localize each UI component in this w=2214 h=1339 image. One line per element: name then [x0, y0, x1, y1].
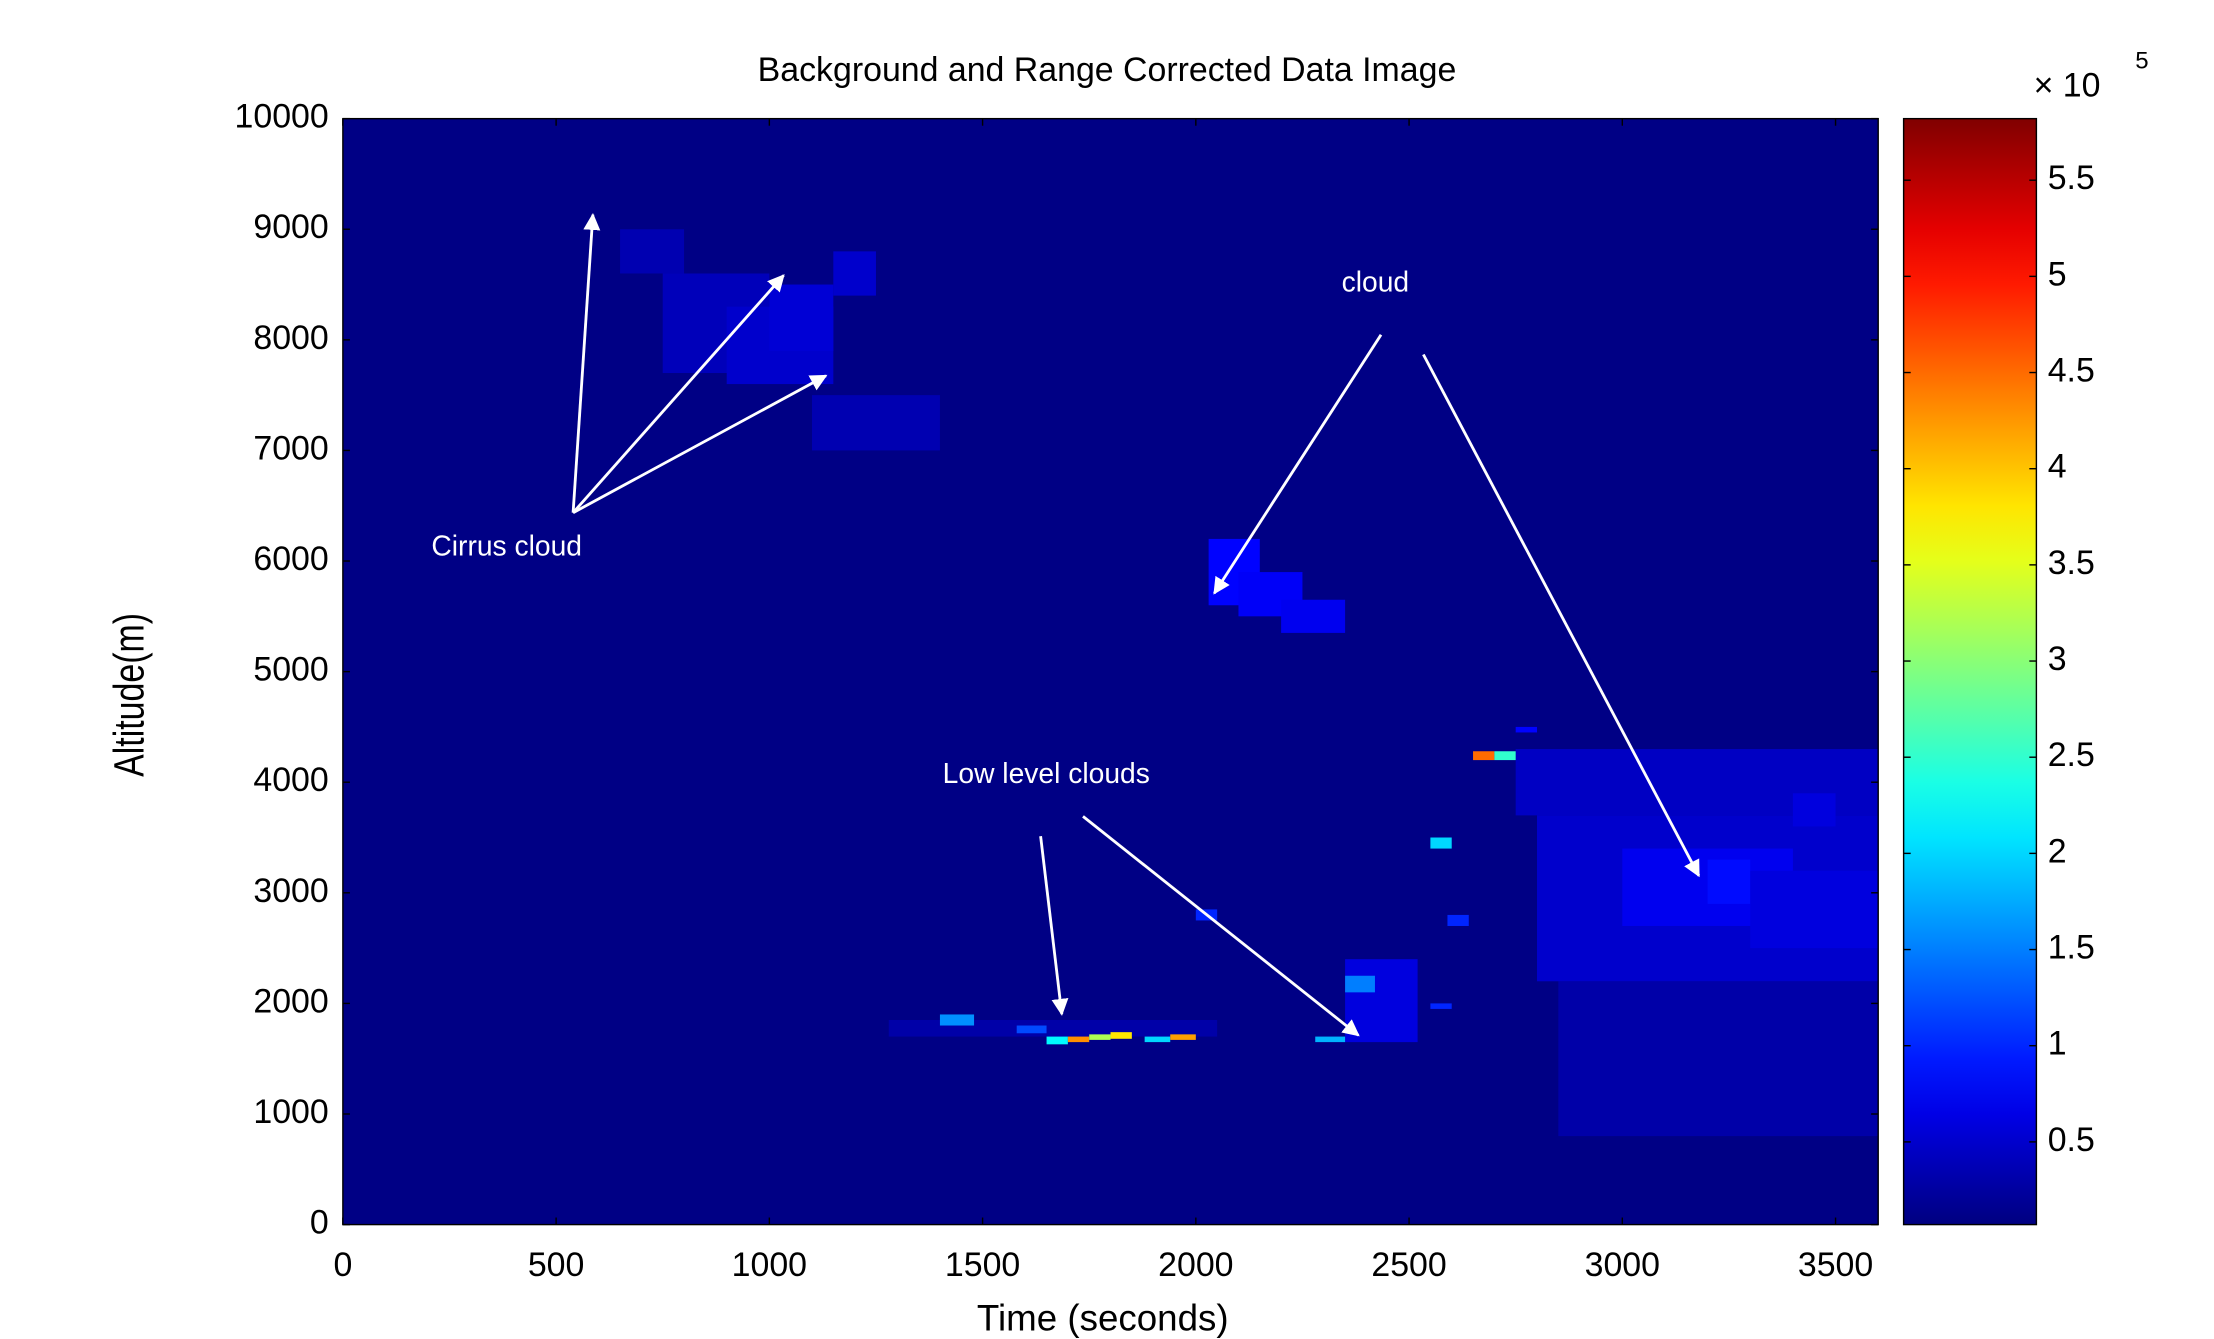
arrow [1039, 836, 1069, 1016]
heatmap-cell [1558, 981, 1879, 1137]
heatmap-cell [1707, 859, 1751, 904]
arrow [572, 374, 828, 514]
y-tick-label: 9000 [253, 208, 328, 246]
arrow [1422, 353, 1701, 878]
heatmap-cell [620, 229, 685, 274]
heatmap-cell [1046, 1036, 1068, 1045]
colorbar-tick-label: 2.5 [2048, 736, 2095, 774]
x-tick-label: 3000 [1585, 1246, 1660, 1284]
heatmap-cell [1281, 599, 1346, 633]
annotation: Low level clouds [943, 757, 1150, 789]
y-tick-label: 10000 [235, 98, 329, 136]
heatmap-cell [1473, 751, 1495, 761]
colorbar-exponent: 5 [2135, 47, 2148, 74]
heatmap-cell [1430, 1003, 1452, 1009]
x-tick-label: 0 [333, 1246, 352, 1284]
y-axis-label: Altitude(m) [106, 613, 153, 777]
y-tick-label: 1000 [253, 1093, 328, 1131]
y-tick-label: 5000 [253, 651, 328, 689]
heatmap-cell [833, 251, 876, 296]
heatmap-cell [769, 284, 834, 351]
colorbar-multiplier: × 10 [2034, 67, 2101, 105]
colorbar-tick-label: 5.5 [2048, 159, 2095, 197]
heatmap-cell [1016, 1025, 1047, 1034]
colorbar-tick-label: 1 [2048, 1025, 2067, 1063]
chart-title: Background and Range Corrected Data Imag… [758, 51, 1457, 89]
annotations: Cirrus cloud cloud Low level clouds [431, 213, 1701, 1037]
heatmap-cell [1144, 1036, 1171, 1043]
y-tick-label: 0 [310, 1204, 329, 1242]
heatmap-cell [1170, 1034, 1196, 1040]
arrow [572, 274, 785, 514]
heatmap-cell [1089, 1034, 1111, 1040]
y-tick-label: 8000 [253, 319, 328, 357]
x-tick-label: 500 [528, 1246, 585, 1284]
heatmap-cell [1750, 870, 1879, 949]
colorbar-tick-label: 1.5 [2048, 929, 2095, 967]
colorbar-tick-label: 5 [2048, 255, 2067, 293]
x-tick-label: 1000 [732, 1246, 807, 1284]
arrow [1082, 815, 1360, 1037]
x-tick-label: 2500 [1371, 1246, 1446, 1284]
heatmap-cell [1315, 1036, 1346, 1043]
arrow [1213, 333, 1383, 595]
colorbar-tick-label: 3 [2048, 640, 2067, 678]
x-axis-label: Time (seconds) [977, 1297, 1229, 1338]
heatmap [342, 118, 1879, 1225]
heatmap-cell [1345, 959, 1418, 1043]
heatmap-cell [939, 1014, 975, 1026]
y-tick-label: 3000 [253, 872, 328, 910]
ticks: 0 500 1000 1500 2000 2500 3000 3500010002000300… [235, 98, 2095, 1284]
x-tick-label: 1500 [945, 1246, 1020, 1284]
annotation: Cirrus cloud [431, 529, 582, 561]
heatmap-cell [1345, 975, 1375, 993]
x-tick-label: 2000 [1158, 1246, 1233, 1284]
colorbar-tick-label: 2 [2048, 832, 2067, 870]
y-tick-label: 7000 [253, 429, 328, 467]
heatmap-cell [1110, 1032, 1132, 1039]
colorbar-tick-label: 4 [2048, 448, 2067, 486]
y-tick-label: 4000 [253, 761, 328, 799]
heatmap-cell [811, 395, 940, 451]
colorbar [1902, 117, 2038, 1226]
heatmap-cell [888, 1019, 1218, 1037]
heatmap-cell [1792, 793, 1836, 827]
heatmap-cell [1515, 726, 1538, 733]
colorbar-tick-label: 3.5 [2048, 544, 2095, 582]
heatmap-cell [1067, 1036, 1090, 1043]
heatmap-cell [1494, 751, 1516, 761]
arrow [571, 213, 601, 513]
annotation: cloud [1342, 265, 1409, 297]
colorbar-tick-label: 0.5 [2048, 1121, 2095, 1159]
colorbar-tick-label: 4.5 [2048, 351, 2095, 389]
heatmap-cell [1447, 914, 1469, 926]
x-tick-label: 3500 [1798, 1246, 1873, 1284]
heatmap-cell [1430, 837, 1452, 849]
y-tick-label: 2000 [253, 982, 328, 1020]
y-tick-label: 6000 [253, 540, 328, 578]
